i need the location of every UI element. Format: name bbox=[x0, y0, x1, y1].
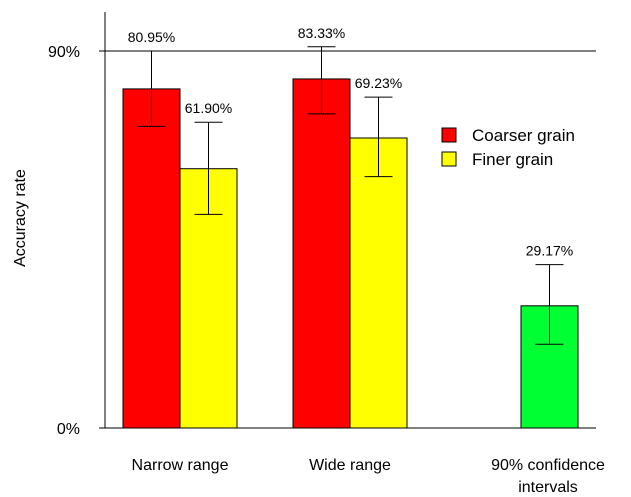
data-label-4: 29.17% bbox=[526, 243, 573, 259]
data-label-1: 61.90% bbox=[185, 100, 232, 116]
legend-label-0: Coarser grain bbox=[472, 126, 575, 145]
legend-swatch-0 bbox=[441, 127, 457, 143]
category-label-1: Wide range bbox=[309, 457, 391, 474]
category-label-0: Narrow range bbox=[132, 457, 229, 474]
legend-swatch-1 bbox=[441, 151, 457, 167]
bar-2 bbox=[292, 78, 351, 429]
data-label-3: 69.23% bbox=[355, 75, 402, 91]
data-label-2: 83.33% bbox=[298, 25, 345, 41]
bar-0 bbox=[122, 88, 181, 429]
y-axis-label: Accuracy rate bbox=[12, 169, 29, 267]
y-tick-label-1: 90% bbox=[48, 44, 80, 61]
legend-label-1: Finer grain bbox=[472, 150, 553, 169]
data-label-0: 80.95% bbox=[128, 29, 175, 45]
category-label-2: 90% confidence intervals bbox=[491, 457, 605, 496]
y-tick-label-0: 0% bbox=[57, 421, 80, 438]
bar-3 bbox=[349, 137, 408, 429]
plot-area: 0% 90% Accuracy rate 80.95% 61.90% 83.33% 69.2… bbox=[12, 12, 605, 496]
